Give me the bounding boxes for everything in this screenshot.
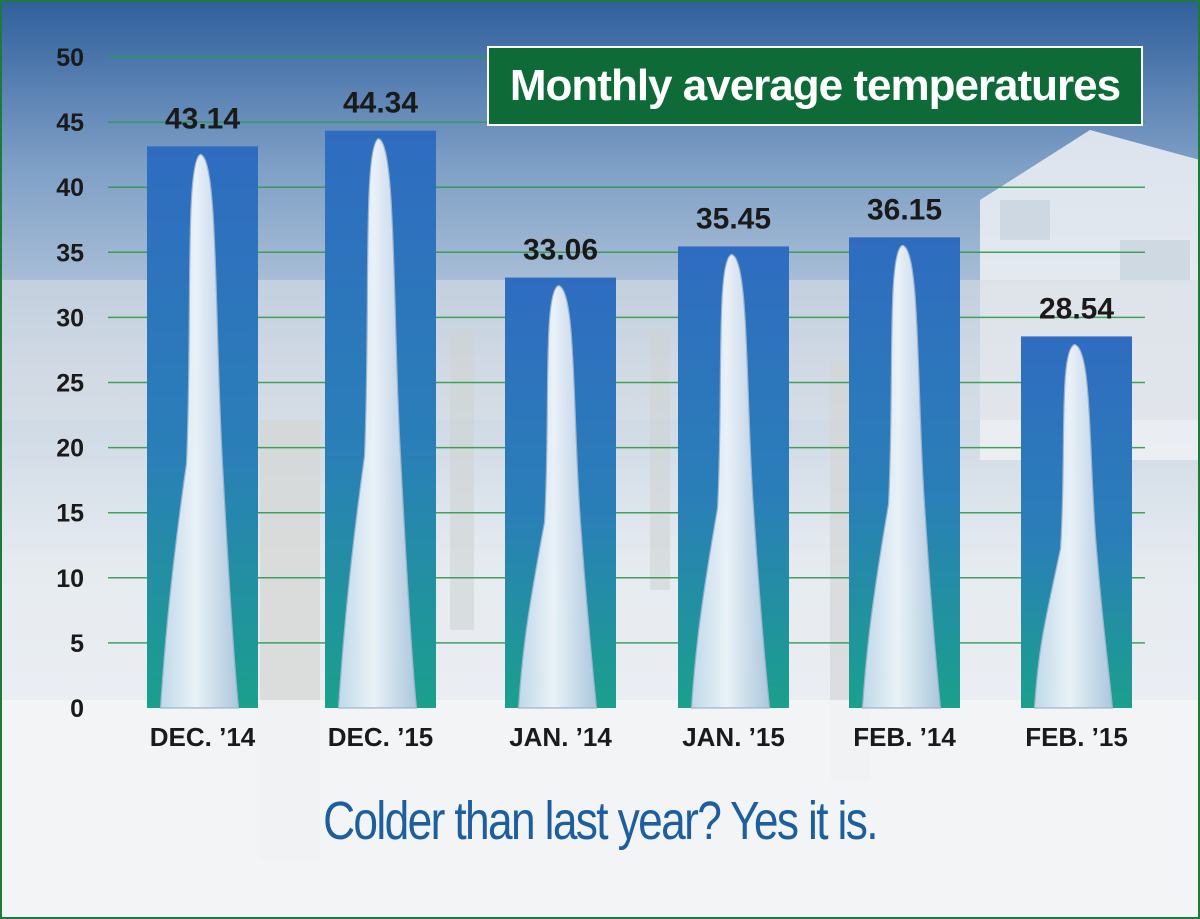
y-tick-label: 10 [56,565,84,593]
icicle-graphic [337,138,418,709]
bar-group [147,146,258,709]
bar-group [849,237,960,709]
bar-group [678,246,789,709]
y-tick-label: 40 [56,174,84,202]
data-label: 35.45 [696,202,771,235]
y-tick-label: 15 [56,500,84,528]
icicle-graphic [517,284,598,709]
chart-subtitle: Colder than last year? Yes it is. [323,791,878,851]
y-tick-label: 30 [56,304,84,332]
y-tick-label: 0 [70,695,84,723]
bar-group [505,277,616,709]
y-tick-label: 5 [70,630,84,658]
title-box: Monthly average temperatures [487,46,1143,126]
x-tick-label: FEB. ’14 [853,722,956,752]
icicle-graphic [690,253,771,709]
x-tick-label: DEC. ’15 [328,722,434,752]
x-tick-label: FEB. ’15 [1025,722,1128,752]
x-tick-label: JAN. ’14 [509,722,612,752]
icicle-graphic [159,153,240,709]
x-tick-label: JAN. ’15 [682,722,785,752]
data-label: 44.34 [343,87,418,120]
data-label: 33.06 [523,234,598,267]
y-tick-label: 35 [56,239,84,267]
data-label: 36.15 [867,193,942,226]
data-label: 43.14 [165,102,240,135]
icicle-graphic [861,244,942,709]
y-tick-label: 50 [56,44,84,72]
y-tick-label: 25 [56,370,84,398]
bar-group [325,130,436,709]
bar-group [1021,336,1132,709]
y-tick-label: 45 [56,109,84,137]
chart-title: Monthly average temperatures [509,61,1121,110]
x-tick-label: DEC. ’14 [150,722,256,752]
icicle-graphic [1033,343,1114,709]
data-label: 28.54 [1039,292,1114,325]
y-tick-label: 20 [56,435,84,463]
